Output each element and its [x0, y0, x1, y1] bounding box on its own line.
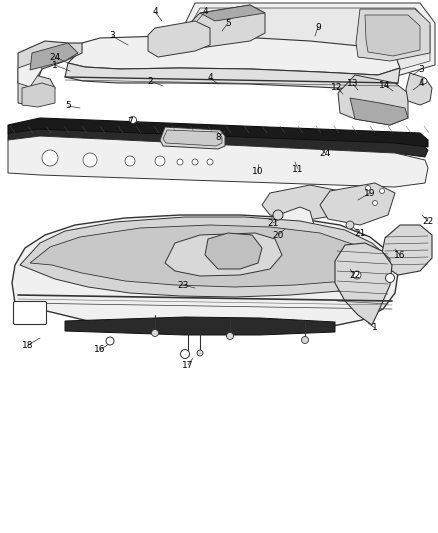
Polygon shape [335, 243, 392, 325]
Circle shape [301, 336, 308, 343]
Circle shape [226, 333, 233, 340]
Circle shape [152, 329, 159, 336]
Polygon shape [68, 36, 400, 75]
Polygon shape [356, 9, 430, 61]
Circle shape [207, 159, 213, 165]
Text: 9: 9 [315, 22, 321, 31]
Polygon shape [20, 217, 390, 297]
Text: 20: 20 [272, 230, 284, 239]
Polygon shape [8, 129, 428, 157]
Polygon shape [163, 130, 222, 146]
Circle shape [385, 273, 395, 282]
Polygon shape [190, 5, 265, 48]
Text: 23: 23 [177, 280, 189, 289]
Polygon shape [8, 136, 428, 187]
Text: 4: 4 [207, 74, 213, 83]
Circle shape [421, 78, 427, 84]
Polygon shape [183, 8, 430, 73]
Circle shape [197, 350, 203, 356]
FancyBboxPatch shape [14, 302, 46, 325]
Text: 1: 1 [52, 61, 58, 69]
Text: 21: 21 [267, 219, 279, 228]
Polygon shape [262, 185, 348, 221]
Text: 4: 4 [202, 7, 208, 17]
Circle shape [372, 200, 378, 206]
Polygon shape [22, 83, 55, 107]
Text: 22: 22 [422, 216, 434, 225]
Circle shape [83, 153, 97, 167]
Text: 4: 4 [152, 7, 158, 17]
Text: 5: 5 [225, 19, 231, 28]
Text: 17: 17 [182, 360, 194, 369]
Polygon shape [18, 41, 82, 87]
Polygon shape [18, 61, 42, 87]
Circle shape [177, 159, 183, 165]
Text: 14: 14 [379, 80, 391, 90]
Polygon shape [148, 21, 210, 57]
Text: 2: 2 [147, 77, 153, 85]
Circle shape [155, 156, 165, 166]
Polygon shape [200, 5, 265, 21]
Text: 24: 24 [49, 52, 60, 61]
Polygon shape [12, 215, 398, 333]
Text: 1: 1 [372, 324, 378, 333]
Circle shape [130, 117, 137, 124]
Polygon shape [30, 43, 78, 70]
Text: 10: 10 [252, 167, 264, 176]
Circle shape [273, 210, 283, 220]
Polygon shape [320, 183, 395, 225]
Circle shape [379, 189, 385, 193]
Polygon shape [350, 98, 408, 125]
Text: 24: 24 [319, 149, 331, 157]
Text: 4: 4 [418, 79, 424, 88]
Circle shape [180, 350, 190, 359]
Text: 18: 18 [22, 341, 34, 350]
Polygon shape [406, 73, 432, 105]
Polygon shape [178, 3, 435, 78]
Circle shape [106, 337, 114, 345]
Text: 22: 22 [350, 271, 360, 280]
Polygon shape [365, 15, 420, 56]
Text: 3: 3 [109, 31, 115, 41]
Text: 16: 16 [94, 345, 106, 354]
Polygon shape [165, 233, 282, 276]
Polygon shape [18, 75, 55, 105]
Polygon shape [65, 63, 400, 90]
Polygon shape [270, 207, 314, 243]
Text: 13: 13 [347, 79, 359, 88]
Polygon shape [380, 225, 432, 275]
Text: 11: 11 [292, 165, 304, 174]
Text: 5: 5 [65, 101, 71, 110]
Circle shape [125, 156, 135, 166]
Text: 3: 3 [418, 64, 424, 74]
Polygon shape [160, 127, 225, 149]
Text: 7: 7 [127, 117, 133, 125]
Circle shape [346, 221, 354, 229]
Text: 12: 12 [331, 84, 343, 93]
Polygon shape [30, 225, 372, 287]
Polygon shape [65, 317, 335, 335]
Polygon shape [338, 75, 408, 125]
Text: 19: 19 [364, 189, 376, 198]
Circle shape [42, 150, 58, 166]
Circle shape [353, 271, 361, 279]
Circle shape [192, 159, 198, 165]
Polygon shape [8, 118, 428, 147]
Text: 16: 16 [394, 251, 406, 260]
Polygon shape [205, 233, 262, 269]
Circle shape [365, 185, 371, 190]
Text: 8: 8 [215, 133, 221, 141]
Text: 21: 21 [354, 229, 366, 238]
